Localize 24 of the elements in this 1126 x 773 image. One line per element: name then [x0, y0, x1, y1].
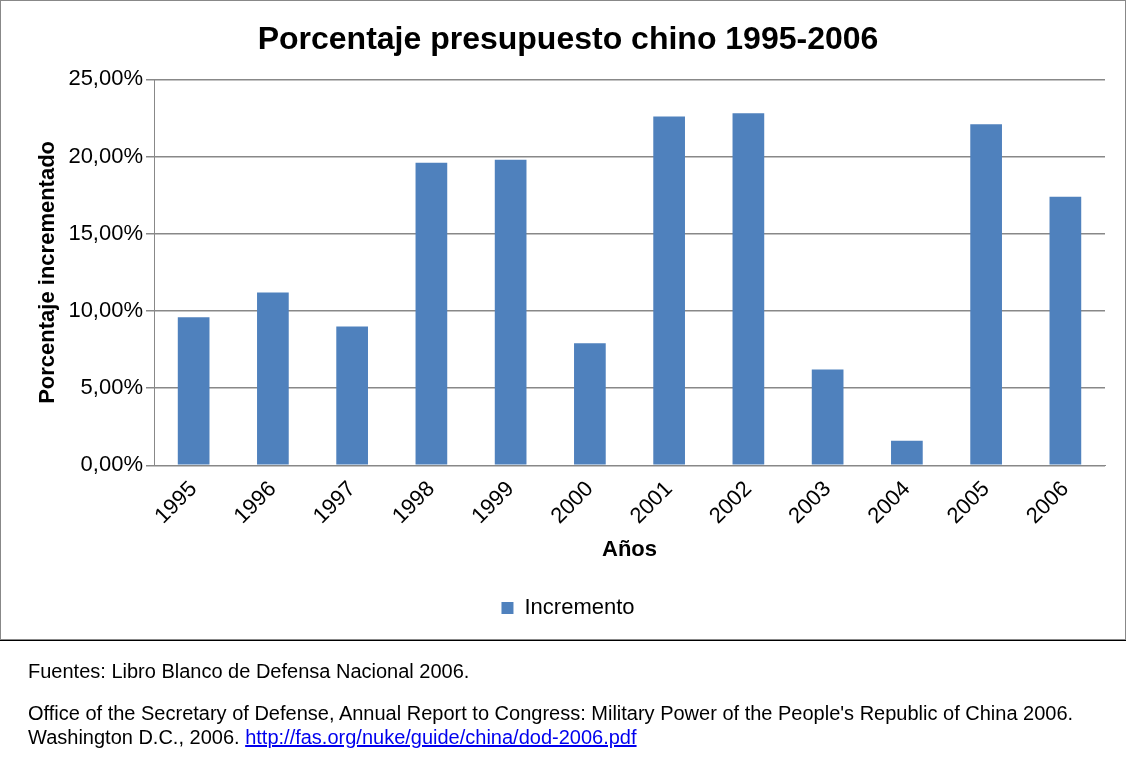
bar — [415, 162, 448, 465]
legend-label: Incremento — [524, 594, 635, 620]
y-tick-label: 10,00% — [68, 297, 144, 323]
y-tick-label: 25,00% — [68, 65, 144, 91]
y-tick-label: 15,00% — [68, 219, 144, 245]
bar — [653, 116, 685, 465]
bar — [970, 124, 1002, 465]
bar — [574, 343, 606, 465]
y-axis-title: Porcentaje incrementado — [34, 140, 60, 404]
y-tick-label: 5,00% — [80, 374, 144, 400]
chart-title: Porcentaje presupuesto chino 1995-2006 — [257, 20, 879, 57]
y-tick-label: 20,00% — [68, 142, 144, 168]
bar — [336, 326, 368, 465]
bar — [257, 292, 289, 465]
y-tick-label: 0,00% — [80, 451, 144, 477]
bar — [1049, 196, 1082, 465]
x-axis-title: Años — [602, 535, 658, 561]
bar — [177, 317, 210, 465]
bar — [494, 159, 527, 465]
source-note: Fuentes: Libro Blanco de Defensa Nacional 2006. — [28, 659, 471, 683]
bar — [732, 113, 765, 465]
text: http://fas.org/nuke/guide/china/dod-2006.pdf — [245, 726, 637, 748]
bar — [811, 369, 844, 465]
bar — [891, 440, 923, 465]
